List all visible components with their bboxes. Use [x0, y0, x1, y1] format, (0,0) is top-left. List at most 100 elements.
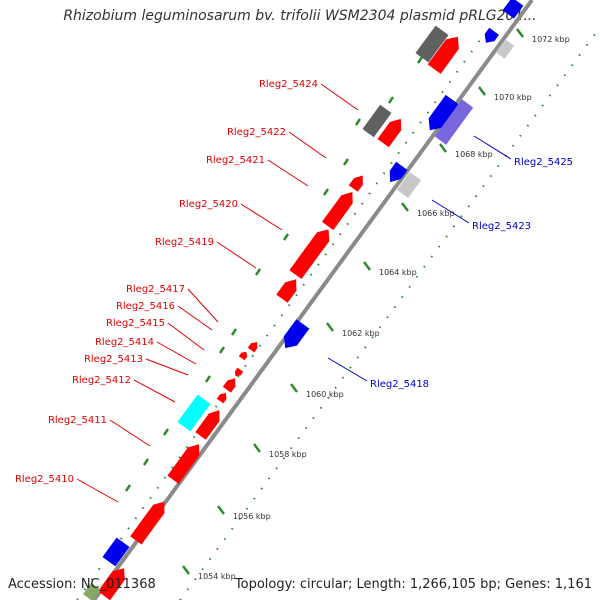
scale-tick-label: 1066 kbp	[417, 209, 455, 218]
label-leader-line	[327, 357, 368, 382]
label-leader-line	[267, 159, 309, 187]
label-leader-line	[187, 288, 219, 323]
gene-labels: Rleg2_5424 Rleg2_5422 Rleg2_5421 Rleg2_5420…	[15, 79, 573, 503]
gene-feature-red-mid[interactable]	[276, 279, 297, 303]
gene-feature-light-gray-right[interactable]	[495, 39, 515, 59]
scale-tick-label: 1072 kbp	[532, 35, 570, 44]
scale-tick-mark	[217, 505, 225, 515]
scale-dash	[354, 118, 362, 126]
gene-label-rleg2-5425[interactable]: Rleg2_5425	[514, 157, 573, 168]
gene-label-rleg2-5413[interactable]: Rleg2_5413	[84, 354, 143, 365]
gene-feature-rleg2-5412[interactable]	[216, 393, 227, 404]
scale-tick-label: 1056 kbp	[233, 512, 271, 521]
scale-tick-mark	[516, 28, 524, 38]
gene-feature-red-top[interactable]	[427, 36, 459, 74]
gene-feature-blue-top-right[interactable]	[502, 0, 524, 19]
scale-dash	[162, 428, 170, 436]
gene-feature-rleg2-5419[interactable]	[289, 229, 330, 279]
scale-tick-mark	[439, 143, 447, 153]
gene-feature-rleg2-5414[interactable]	[234, 367, 244, 377]
gene-label-rleg2-5411[interactable]: Rleg2_5411	[48, 415, 107, 426]
scale-tick-label: 1068 kbp	[455, 150, 493, 159]
scale-dash	[204, 375, 212, 383]
gene-label-rleg2-5410[interactable]: Rleg2_5410	[15, 474, 74, 485]
scale-tick-mark	[253, 443, 261, 453]
gene-feature-rleg2-5424[interactable]	[362, 104, 392, 138]
scale-tick-label: 1070 kbp	[494, 93, 532, 102]
label-leader-line	[145, 358, 189, 376]
gene-label-rleg2-5419[interactable]: Rleg2_5419	[155, 237, 214, 248]
gene-features	[83, 0, 524, 600]
scale-dash	[387, 96, 395, 104]
scale-tick-mark	[290, 383, 298, 393]
gene-feature-blue-right-2[interactable]	[389, 161, 408, 183]
gene-feature-rleg2-5425[interactable]	[434, 99, 474, 145]
gene-label-rleg2-5412[interactable]: Rleg2_5412	[72, 375, 131, 386]
label-leader-line	[216, 241, 257, 269]
genome-backbone	[92, 0, 534, 600]
label-leader-line	[320, 83, 359, 111]
label-leader-line	[240, 203, 283, 231]
scale-tick-mark	[401, 202, 409, 212]
scale-ticks: 1054 kbp 1056 kbp 1058 kbp 1060 kbp 1062 kbp…	[124, 28, 570, 581]
gene-feature-rleg2-5421[interactable]	[348, 175, 363, 192]
label-leader-line	[177, 305, 213, 331]
scale-tick-label: 1062 kbp	[342, 329, 380, 338]
gene-label-rleg2-5420[interactable]: Rleg2_5420	[179, 199, 238, 210]
gene-feature-rleg2-5416[interactable]	[238, 351, 248, 361]
gene-feature-rleg2-5425a[interactable]	[428, 94, 459, 131]
scale-dash	[124, 484, 132, 492]
scale-dash	[142, 458, 150, 466]
gene-feature-rleg2-5410[interactable]	[130, 501, 165, 545]
gene-feature-rleg2-5411[interactable]	[177, 394, 211, 432]
gene-feature-green-bottom[interactable]	[83, 582, 101, 600]
scale-dash	[254, 268, 262, 276]
scale-tick-mark	[182, 565, 190, 575]
scale-tick-label: 1054 kbp	[198, 572, 236, 581]
scale-dash	[218, 346, 226, 354]
label-leader-line	[431, 199, 470, 224]
label-leader-line	[109, 419, 151, 447]
gene-feature-red-lower-2[interactable]	[167, 444, 200, 484]
accession-text: Accession: NC_011368	[8, 577, 156, 592]
gene-feature-blue-bottom-left[interactable]	[102, 537, 130, 567]
gene-feature-red-lower[interactable]	[195, 410, 220, 440]
gene-label-rleg2-5418[interactable]: Rleg2_5418	[370, 379, 429, 390]
gene-feature-blue-right-1[interactable]	[484, 27, 499, 43]
gene-feature-gray-top[interactable]	[415, 25, 449, 63]
gene-label-rleg2-5422[interactable]: Rleg2_5422	[227, 127, 286, 138]
gene-feature-rleg2-5417[interactable]	[247, 342, 258, 353]
map-title: Rhizobium leguminosarum bv. trifolii WSM…	[63, 8, 537, 24]
scale-dash	[416, 56, 424, 64]
scale-dash	[282, 233, 290, 241]
label-leader-line	[288, 131, 327, 159]
gene-label-rleg2-5421[interactable]: Rleg2_5421	[206, 155, 265, 166]
gene-feature-rleg2-5413[interactable]	[222, 378, 236, 393]
scale-tick-label: 1058 kbp	[269, 450, 307, 459]
scale-tick-label: 1064 kbp	[379, 268, 417, 277]
gene-feature-rleg2-5420[interactable]	[322, 192, 353, 231]
gene-label-rleg2-5416[interactable]: Rleg2_5416	[116, 301, 175, 312]
label-leader-line	[167, 322, 205, 351]
gene-label-rleg2-5414[interactable]: Rleg2_5414	[95, 337, 154, 348]
label-leader-line	[76, 478, 119, 503]
topology-summary: Topology: circular; Length: 1,266,105 bp…	[234, 577, 592, 592]
scale-dash	[342, 158, 350, 166]
label-leader-line	[133, 379, 176, 403]
label-leader-line	[156, 341, 197, 365]
label-leader-line	[473, 135, 512, 160]
gene-feature-red-bottom[interactable]	[97, 568, 125, 600]
scale-tick-label: 1060 kbp	[306, 390, 344, 399]
scale-tick-mark	[326, 322, 334, 332]
scale-tick-mark	[478, 86, 486, 96]
scale-dash	[230, 328, 238, 336]
gene-label-rleg2-5423[interactable]: Rleg2_5423	[472, 221, 531, 232]
gene-label-rleg2-5417[interactable]: Rleg2_5417	[126, 284, 185, 295]
gene-feature-rleg2-5423[interactable]	[396, 172, 422, 198]
scale-tick-mark	[363, 261, 371, 271]
gene-label-rleg2-5424[interactable]: Rleg2_5424	[259, 79, 318, 90]
gene-label-rleg2-5415[interactable]: Rleg2_5415	[106, 318, 165, 329]
gene-feature-rleg2-5422[interactable]	[377, 118, 402, 148]
gene-feature-rleg2-5418[interactable]	[284, 319, 310, 349]
